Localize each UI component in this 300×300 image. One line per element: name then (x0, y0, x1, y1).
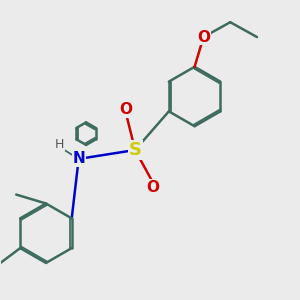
Text: O: O (197, 30, 210, 45)
Text: O: O (146, 180, 160, 195)
Text: H: H (55, 138, 64, 151)
Text: N: N (72, 152, 85, 166)
Text: O: O (120, 102, 133, 117)
Text: S: S (129, 141, 142, 159)
